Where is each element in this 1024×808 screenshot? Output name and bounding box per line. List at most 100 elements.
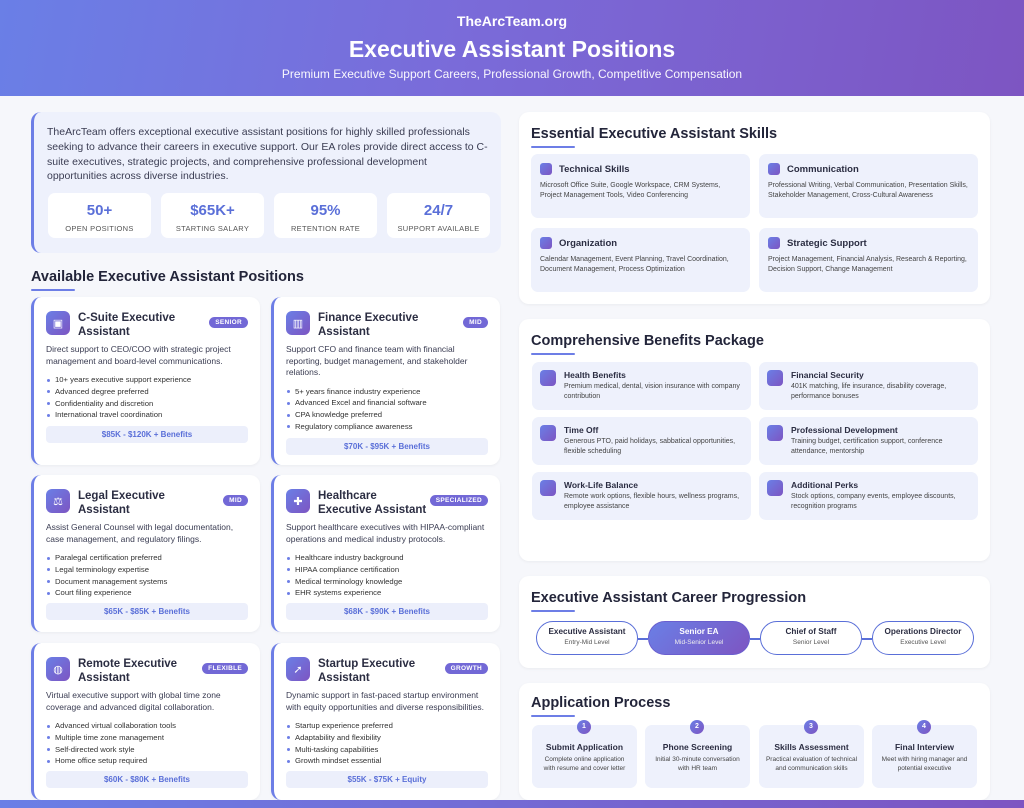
briefcase-icon: ▣ <box>46 311 70 335</box>
job-description: Virtual executive support with global ti… <box>46 690 221 712</box>
skill-text: Project Management, Financial Analysis, … <box>768 256 967 273</box>
page-subtitle: Premium Executive Support Careers, Profe… <box>281 67 743 81</box>
benefit-title: Time Off <box>564 425 599 435</box>
skills-heading: Essential Executive Assistant Skills <box>531 126 777 148</box>
stat-label: RETENTION RATE <box>290 224 361 233</box>
skill-strategic: Strategic Support Project Management, Fin… <box>759 228 978 292</box>
benefit-title: Work-Life Balance <box>564 480 639 490</box>
job-level-badge: SPECIALIZED <box>429 495 488 506</box>
career-role: Chief of Staff <box>785 627 837 636</box>
job-title: Remote Executive Assistant <box>78 658 178 684</box>
list-item: Self-directed work style <box>46 744 248 756</box>
process-step: Final Interview Meet with hiring manager … <box>872 725 977 788</box>
career-step: Executive Assistant Entry-Mid Level <box>536 621 638 655</box>
skill-text: Microsoft Office Suite, Google Workspace… <box>540 182 721 199</box>
list-item: International travel coordination <box>46 409 248 421</box>
process-step: Submit Application Complete online applic… <box>532 725 637 788</box>
benefits-heading: Comprehensive Benefits Package <box>531 333 764 355</box>
career-role: Executive Assistant <box>548 627 626 636</box>
connector <box>638 638 648 640</box>
process-step-title: Skills Assessment <box>774 742 849 752</box>
job-title: Healthcare Executive Assistant <box>318 490 427 516</box>
chart-icon: ▥ <box>286 311 310 335</box>
list-item: Advanced Excel and financial software <box>286 397 488 409</box>
list-item: Medical terminology knowledge <box>286 576 488 588</box>
skill-title: Strategic Support <box>787 237 867 249</box>
step-number: 4 <box>917 720 931 734</box>
list-item: Healthcare industry background <box>286 552 488 564</box>
job-card-c-suite[interactable]: ▣ C-Suite Executive Assistant SENIOR Direc… <box>31 297 260 465</box>
skill-communication: Communication Professional Writing, Verba… <box>759 154 978 218</box>
job-title: C-Suite Executive Assistant <box>78 312 176 338</box>
job-title: Startup Executive Assistant <box>318 658 416 684</box>
career-role: Senior EA <box>679 627 719 636</box>
hero-header: TheArcTeam.org Executive Assistant Posit… <box>0 0 1024 96</box>
job-level-badge: FLEXIBLE <box>202 663 248 674</box>
gift-icon <box>767 480 783 496</box>
process-step-title: Submit Application <box>545 742 624 752</box>
site-name[interactable]: TheArcTeam.org <box>456 13 568 29</box>
connector <box>862 638 872 640</box>
list-item: HIPAA compliance certification <box>286 564 488 576</box>
career-step-current: Senior EA Mid-Senior Level <box>648 621 750 655</box>
skill-organization: Organization Calendar Management, Event P… <box>531 228 750 292</box>
job-card-legal[interactable]: ⚖ Legal Executive Assistant MID Assist Gen… <box>31 475 260 632</box>
process-step: Phone Screening Initial 30-minute convers… <box>645 725 750 788</box>
stat-value: 24/7 <box>423 202 454 219</box>
skill-technical: Technical Skills Microsoft Office Suite, … <box>531 154 750 218</box>
skill-text: Professional Writing, Verbal Communicati… <box>768 182 968 199</box>
benefit-text: Training budget, certification support, … <box>791 438 943 455</box>
benefit-title: Health Benefits <box>564 370 626 380</box>
job-card-remote[interactable]: ◍ Remote Executive Assistant FLEXIBLE Virt… <box>31 643 260 800</box>
benefit-text: Premium medical, dental, vision insuranc… <box>564 383 740 400</box>
stat-value: $65K+ <box>190 202 235 219</box>
connector <box>750 638 760 640</box>
benefits-heading-text: Comprehensive Benefits Package <box>531 333 764 349</box>
benefit-text: 401K matching, life insurance, disabilit… <box>791 383 947 400</box>
benefit-financial: Financial Security 401K matching, life in… <box>759 362 978 410</box>
computer-icon <box>540 163 552 175</box>
stat-support: 24/7 SUPPORT AVAILABLE <box>387 193 490 238</box>
health-icon <box>540 370 556 386</box>
job-card-startup[interactable]: ➚ Startup Executive Assistant GROWTH Dynam… <box>271 643 500 800</box>
job-title: Legal Executive Assistant <box>78 490 165 516</box>
career-heading: Executive Assistant Career Progression <box>531 590 806 612</box>
career-level: Entry-Mid Level <box>564 639 610 646</box>
skills-heading-text: Essential Executive Assistant Skills <box>531 126 778 142</box>
benefit-health: Health Benefits Premium medical, dental, … <box>532 362 751 410</box>
job-requirements: Startup experience preferred Adaptability… <box>286 720 488 767</box>
benefit-text: Generous PTO, paid holidays, sabbatical … <box>564 438 736 455</box>
list-item: CPA knowledge preferred <box>286 409 488 421</box>
job-card-finance[interactable]: ▥ Finance Executive Assistant MID Support … <box>271 297 500 465</box>
list-item: Multi-tasking capabilities <box>286 744 488 756</box>
list-item: Multiple time zone management <box>46 732 248 744</box>
skill-title: Technical Skills <box>559 163 630 175</box>
job-card-healthcare[interactable]: ✚ Healthcare Executive Assistant SPECIALIZ… <box>271 475 500 632</box>
stat-starting-salary: $65K+ STARTING SALARY <box>161 193 264 238</box>
stat-value: 50+ <box>86 202 113 219</box>
job-description: Support healthcare executives with HIPAA… <box>286 522 485 544</box>
career-level: Mid-Senior Level <box>674 639 724 646</box>
salary-range: $55K - $75K + Equity <box>286 771 488 788</box>
positions-heading: Available Executive Assistant Positions <box>31 269 304 291</box>
list-item: Document management systems <box>46 576 248 588</box>
money-icon <box>767 370 783 386</box>
benefit-perks: Additional Perks Stock options, company e… <box>759 472 978 520</box>
career-role: Operations Director <box>884 627 962 636</box>
page-title: Executive Assistant Positions <box>348 36 676 62</box>
salary-range: $70K - $95K + Benefits <box>286 438 488 455</box>
career-heading-text: Executive Assistant Career Progression <box>531 590 807 606</box>
step-number: 1 <box>577 720 591 734</box>
process-heading: Application Process <box>531 695 670 717</box>
intro-text: TheArcTeam offers exceptional executive … <box>47 126 488 183</box>
stat-value: 95% <box>310 202 341 219</box>
career-level: Senior Level <box>792 639 830 646</box>
chat-icon <box>768 163 780 175</box>
globe-icon: ◍ <box>46 657 70 681</box>
job-level-badge: GROWTH <box>444 663 488 674</box>
job-title: Finance Executive Assistant <box>318 312 419 338</box>
stat-label: OPEN POSITIONS <box>65 224 134 233</box>
stat-label: SUPPORT AVAILABLE <box>397 224 480 233</box>
job-description: Direct support to CEO/COO with strategic… <box>46 344 231 366</box>
list-item: EHR systems experience <box>286 587 488 599</box>
